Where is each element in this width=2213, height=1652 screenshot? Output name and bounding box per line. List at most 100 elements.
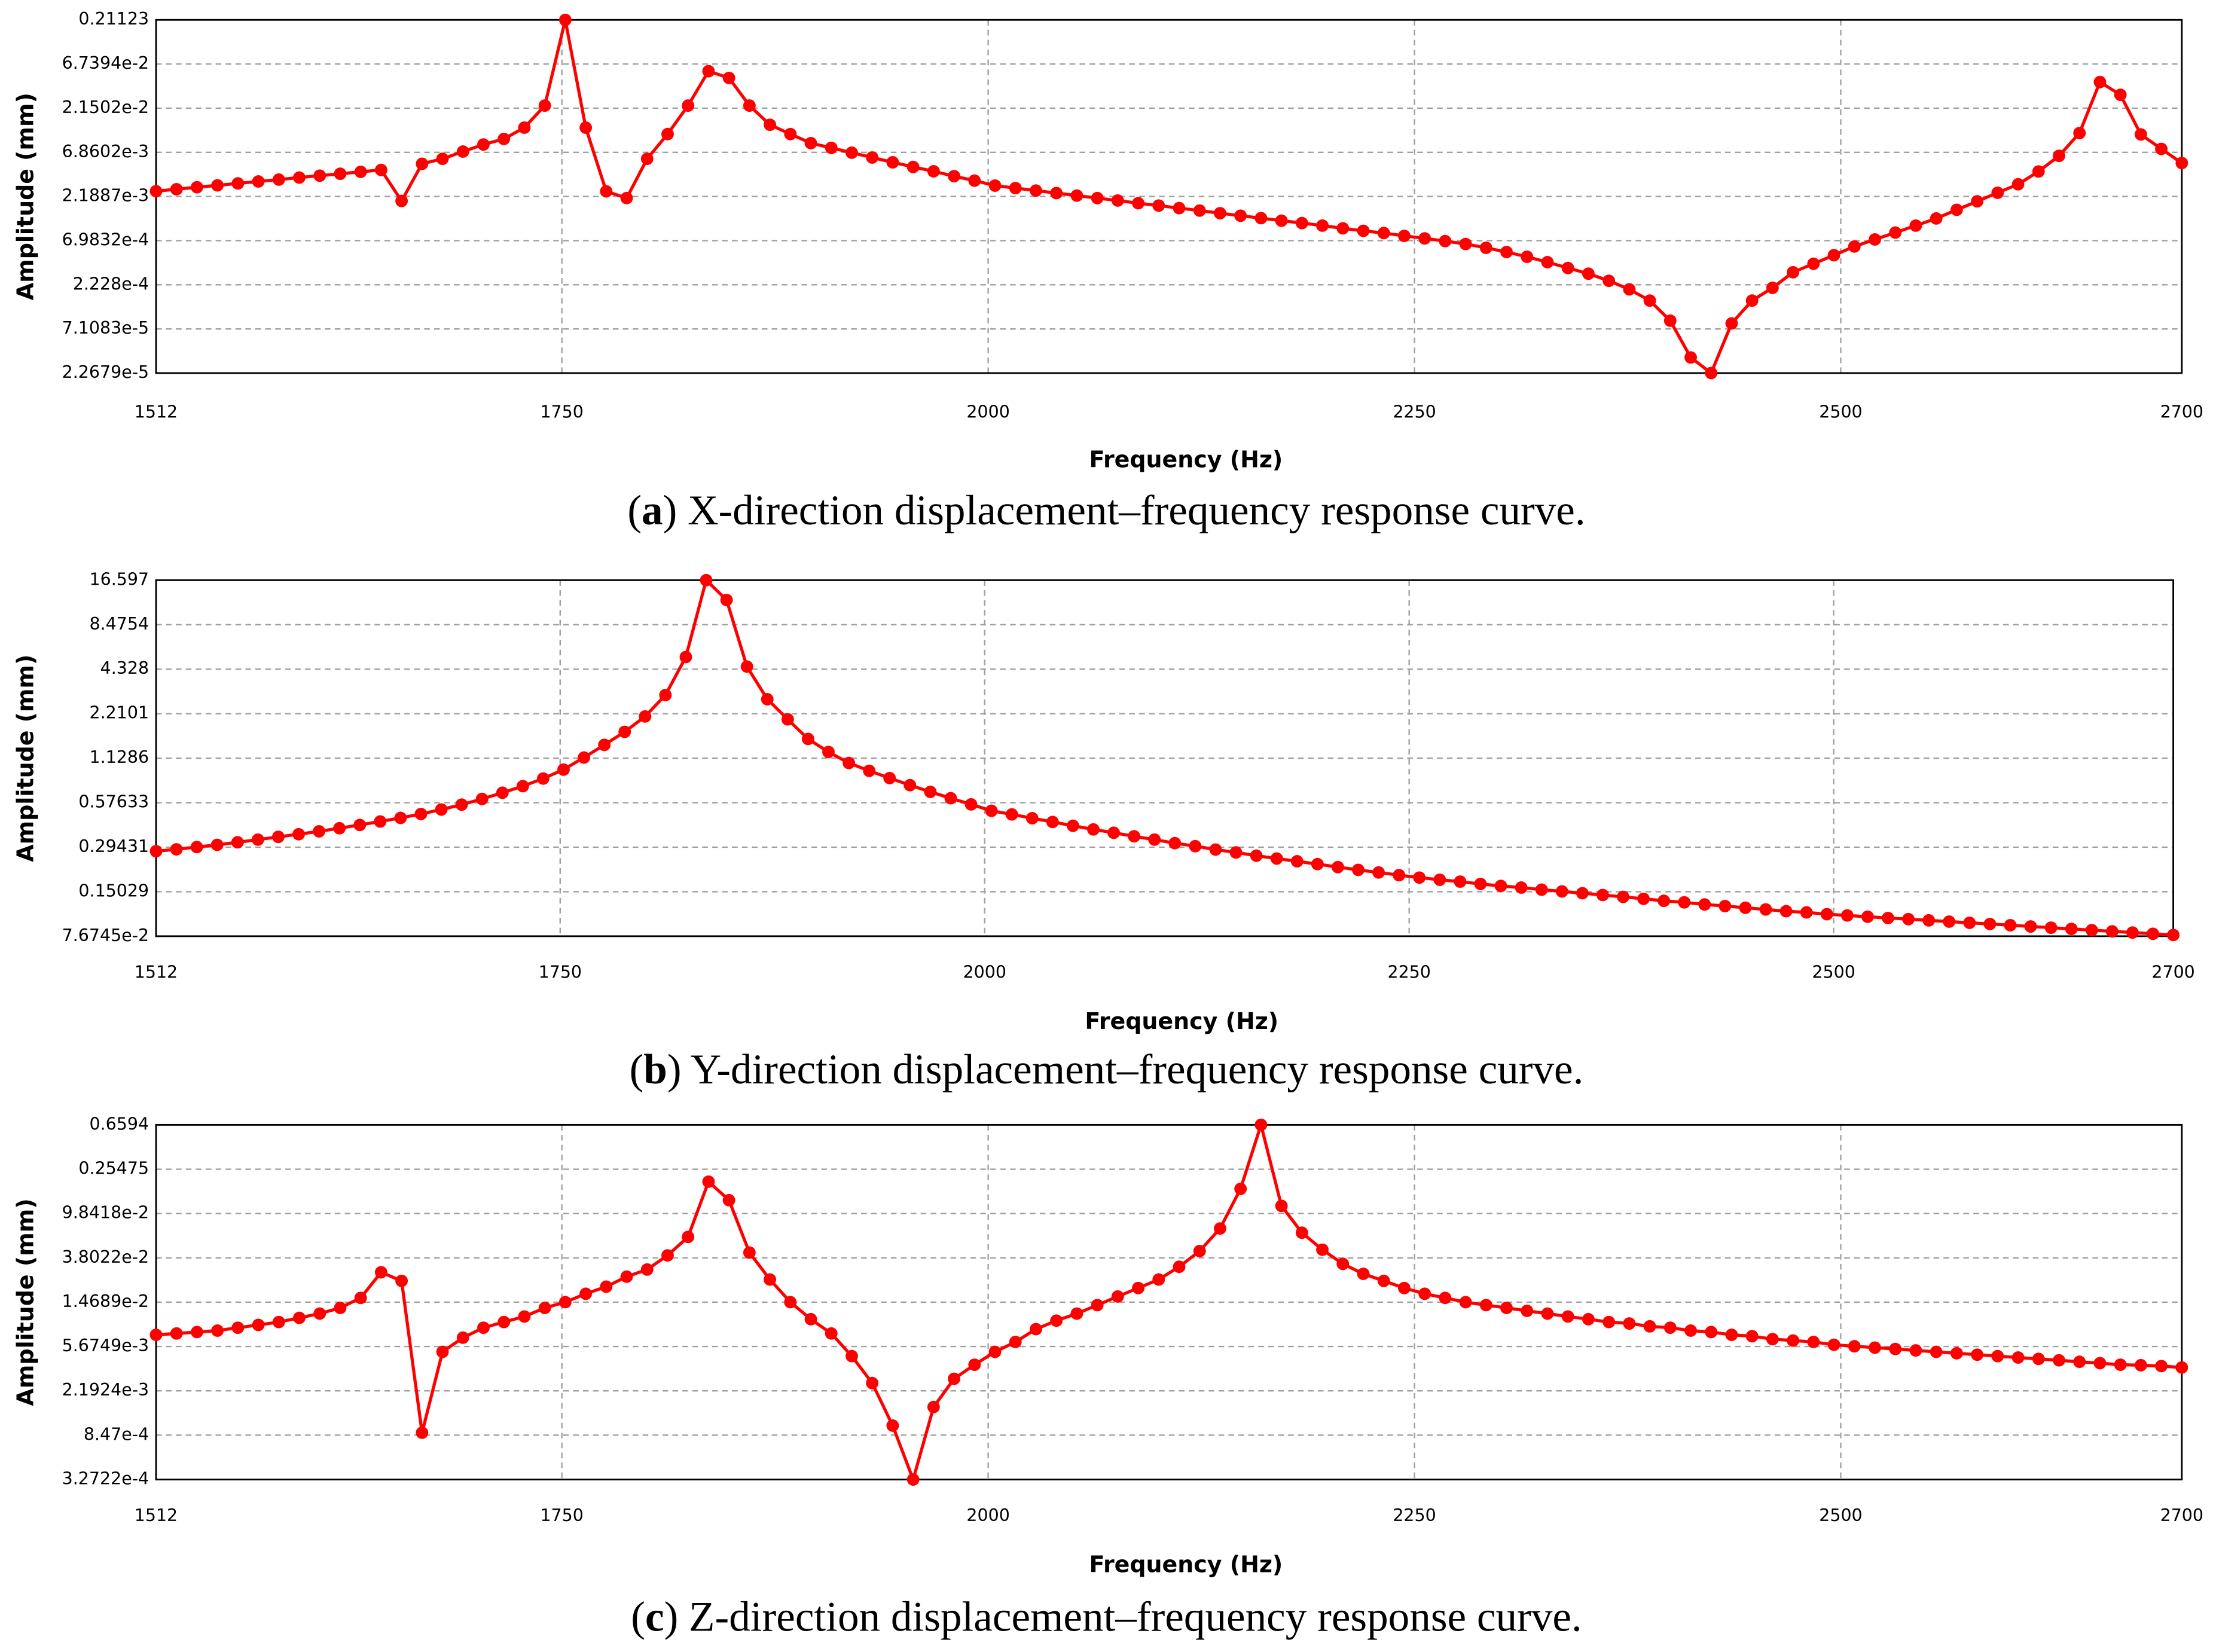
data-point xyxy=(1377,1274,1390,1287)
data-point xyxy=(659,688,672,701)
data-point xyxy=(2053,1354,2065,1367)
data-point xyxy=(640,152,654,166)
y-tick-label: 6.9832e-4 xyxy=(62,230,149,249)
data-point xyxy=(883,771,896,784)
data-point xyxy=(1254,1118,1268,1131)
data-point xyxy=(948,1372,961,1385)
data-point xyxy=(1168,836,1182,850)
x-tick-label: 2250 xyxy=(1387,963,1430,982)
data-line xyxy=(155,578,2174,937)
data-point xyxy=(578,751,591,764)
y-tick-label: 5.6749e-3 xyxy=(62,1336,149,1355)
data-point xyxy=(416,157,429,170)
data-point xyxy=(518,1310,531,1323)
x-tick-label: 2250 xyxy=(1393,1506,1436,1525)
data-point xyxy=(231,177,245,190)
data-point xyxy=(353,819,367,832)
data-point xyxy=(1070,189,1083,202)
data-point xyxy=(1087,823,1100,836)
data-point xyxy=(1111,194,1124,207)
data-point xyxy=(1787,1334,1800,1347)
data-point xyxy=(1663,314,1677,327)
data-point xyxy=(1433,873,1446,886)
data-point xyxy=(845,146,858,159)
data-point xyxy=(1336,1257,1350,1271)
data-point xyxy=(558,13,572,26)
data-point xyxy=(1500,246,1513,258)
data-point xyxy=(1132,1281,1144,1294)
data-point xyxy=(252,175,265,188)
y-tick-label: 16.597 xyxy=(90,569,149,589)
data-point xyxy=(682,99,695,112)
data-point xyxy=(1521,250,1534,263)
data-point xyxy=(968,1358,981,1371)
data-point xyxy=(149,1329,163,1341)
y-tick-label: 1.4689e-2 xyxy=(62,1291,149,1311)
data-point xyxy=(1658,894,1671,908)
x-tick-label: 2000 xyxy=(966,402,1009,422)
data-point xyxy=(1439,1291,1452,1305)
data-point xyxy=(1270,852,1283,865)
data-point xyxy=(1213,207,1226,220)
data-point xyxy=(866,151,879,164)
x-tick-label: 1750 xyxy=(540,402,583,422)
data-point xyxy=(518,121,531,134)
y-tick-label: 0.21123 xyxy=(78,9,149,29)
data-point xyxy=(903,778,917,792)
data-point xyxy=(1275,1199,1288,1213)
data-point xyxy=(988,1345,1002,1358)
data-point xyxy=(1617,890,1629,903)
data-point xyxy=(988,179,1002,192)
data-point xyxy=(1311,857,1324,871)
data-point xyxy=(1725,1329,1738,1341)
data-point xyxy=(2085,924,2098,937)
data-point xyxy=(2011,178,2025,191)
data-point xyxy=(1189,839,1202,853)
caption-part: ) X-direction displacement–frequency res… xyxy=(663,488,1586,535)
data-point xyxy=(313,169,326,182)
x-tick-label: 1512 xyxy=(135,1506,178,1525)
data-point xyxy=(1111,1290,1124,1303)
data-point xyxy=(682,1230,695,1244)
data-point xyxy=(1070,1307,1083,1320)
data-point xyxy=(1800,906,1813,919)
data-point xyxy=(190,181,203,194)
data-point xyxy=(496,786,509,799)
x-tick-label: 2250 xyxy=(1393,402,1436,422)
data-point xyxy=(1254,212,1268,225)
data-point xyxy=(1132,197,1144,210)
caption-part: b xyxy=(643,1046,667,1093)
data-point xyxy=(374,1266,387,1279)
y-tick-label: 0.57633 xyxy=(78,792,149,812)
data-point xyxy=(251,833,264,846)
x-tick-label: 1512 xyxy=(135,963,178,982)
y-tick-label: 2.1924e-3 xyxy=(62,1380,149,1400)
data-point xyxy=(927,165,940,178)
data-point xyxy=(1561,1310,1574,1323)
data-point xyxy=(1848,1340,1861,1353)
data-point xyxy=(640,1263,654,1276)
caption: (c) Z-direction displacement–frequency r… xyxy=(631,1594,1582,1641)
data-point xyxy=(784,127,797,141)
x-tick-label: 2700 xyxy=(2160,402,2203,422)
data-point xyxy=(1393,869,1406,882)
chart: 2.2679e-5 7.1083e-5 2.228e-4 6.9832e-4 2.188… xyxy=(13,9,2203,534)
data-point xyxy=(968,174,981,187)
data-point xyxy=(1173,201,1186,215)
data-point xyxy=(252,1318,265,1332)
data-point xyxy=(1705,1326,1718,1339)
y-tick-label: 6.8602e-3 xyxy=(62,142,149,161)
caption-part: ( xyxy=(631,1594,645,1641)
x-tick-label: 2700 xyxy=(2160,1506,2203,1525)
data-point xyxy=(1357,224,1370,237)
data-point xyxy=(1582,1312,1595,1326)
data-point xyxy=(170,183,183,196)
caption-part: ( xyxy=(627,488,642,535)
data-point xyxy=(1009,182,1022,195)
data-point xyxy=(702,65,715,78)
data-point xyxy=(1474,877,1487,890)
data-point xyxy=(620,1270,633,1283)
data-point xyxy=(1971,195,1984,208)
data-point xyxy=(436,152,449,166)
data-point xyxy=(1515,881,1528,894)
